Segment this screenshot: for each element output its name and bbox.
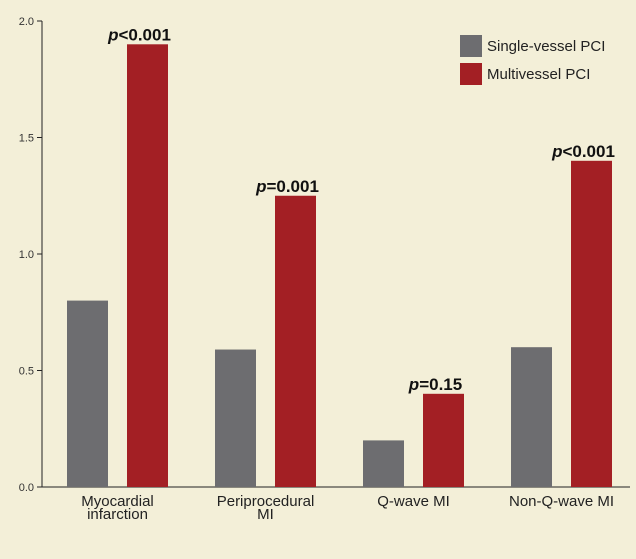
y-tick-label: 0.5: [19, 366, 34, 378]
bar-single-vessel-0: [67, 300, 108, 487]
y-tick-label: 1.0: [19, 249, 34, 261]
bar-multivessel-2: [423, 393, 464, 487]
p-value-text: <0.001: [562, 142, 614, 161]
p-value-prefix: p: [255, 177, 266, 196]
bar-single-vessel-2: [363, 440, 404, 487]
legend: Single-vessel PCI Multivessel PCI: [460, 35, 605, 85]
legend-swatch: [460, 35, 482, 57]
y-tick-label: 1.5: [19, 133, 34, 145]
p-value-prefix: p: [408, 375, 419, 394]
legend-swatch: [460, 63, 482, 85]
p-value-label: p<0.001: [551, 142, 615, 161]
p-value-text: =0.15: [419, 375, 462, 394]
x-category-label: Non-Q-wave MI: [509, 493, 614, 510]
x-category-label: infarction: [87, 506, 148, 523]
x-category-label: Q-wave MI: [377, 493, 450, 510]
x-category-label: MI: [257, 506, 274, 523]
legend-label: Multivessel PCI: [487, 66, 590, 83]
bars: [67, 44, 612, 488]
bar-multivessel-0: [127, 44, 168, 488]
x-category-label: Myocardial: [81, 493, 154, 510]
bar-single-vessel-1: [215, 349, 256, 487]
bar-multivessel-3: [571, 160, 612, 488]
bar-multivessel-1: [275, 195, 316, 487]
p-value-text: <0.001: [118, 25, 170, 44]
p-value-label: p=0.15: [408, 375, 462, 394]
p-value-prefix: p: [551, 142, 562, 161]
p-value-prefix: p: [107, 25, 118, 44]
p-value-label: p<0.001: [107, 25, 171, 44]
bar-single-vessel-3: [511, 347, 552, 487]
y-tick-label: 0.0: [19, 482, 34, 494]
p-value-text: =0.001: [266, 177, 318, 196]
legend-label: Single-vessel PCI: [487, 38, 605, 55]
p-value-label: p=0.001: [255, 177, 319, 196]
y-tick-label: 2.0: [19, 16, 34, 28]
x-category-label: Periprocedural: [217, 493, 315, 510]
